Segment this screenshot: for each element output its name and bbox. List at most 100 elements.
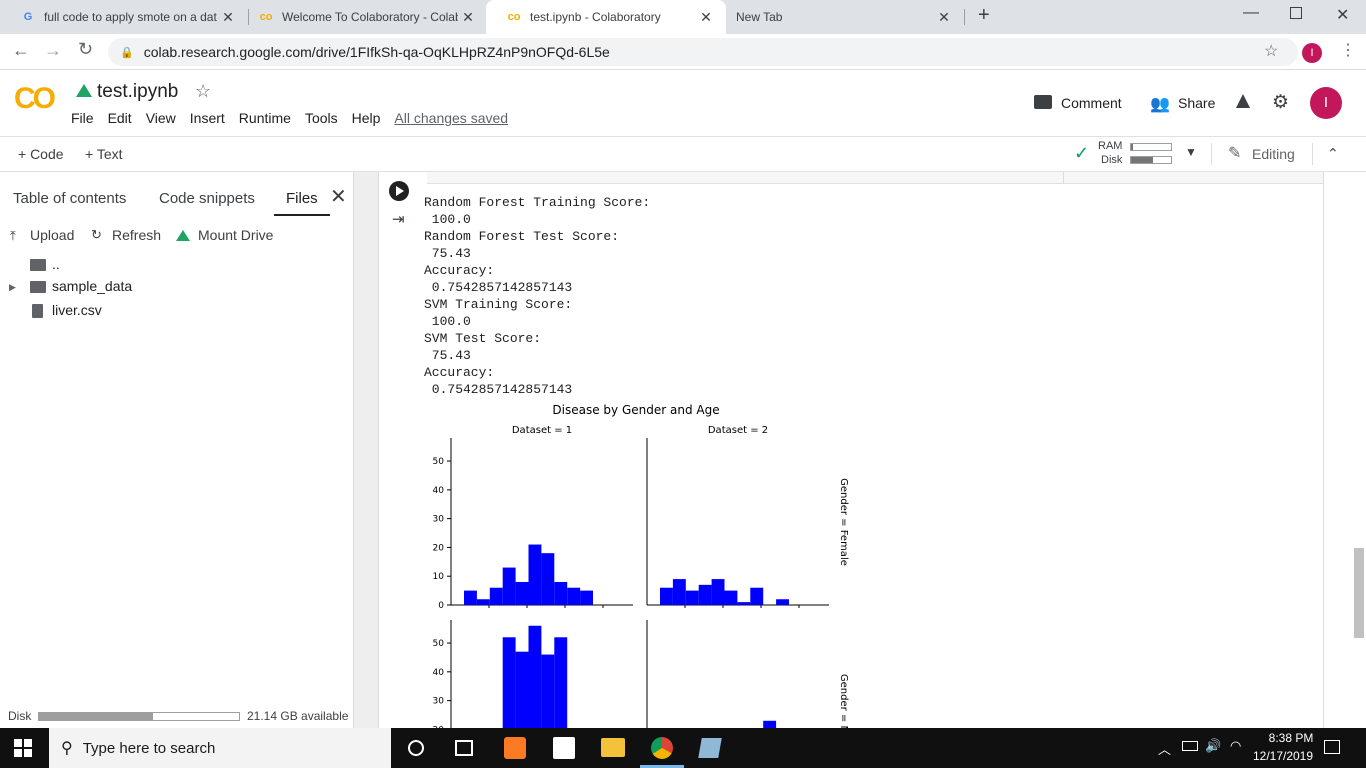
parent-folder-icon <box>30 259 46 271</box>
y-tick-label: 20 <box>433 543 445 553</box>
forward-icon[interactable]: → <box>44 40 62 60</box>
output-line: SVM Test Score: <box>424 331 542 346</box>
tab-files[interactable]: Files <box>286 190 318 207</box>
close-tab-icon[interactable]: ✕ <box>938 8 950 25</box>
flask-icon[interactable] <box>1236 94 1250 108</box>
comment-button[interactable]: Comment <box>1061 95 1122 111</box>
disk-label: Disk <box>1101 154 1123 166</box>
file-list-item[interactable]: liver.csv <box>52 302 102 318</box>
output-line: SVM Training Score: <box>424 297 573 312</box>
cortana-icon[interactable] <box>408 740 424 756</box>
taskbar-search-box[interactable]: ⚲ Type here to search <box>49 728 391 768</box>
histogram-bar <box>763 720 777 728</box>
notebook-filename[interactable]: test.ipynb <box>97 81 179 102</box>
histogram-bar <box>515 581 529 605</box>
tab-title: New Tab <box>736 10 783 24</box>
file-list-item[interactable]: .. <box>52 256 60 272</box>
notebook-area: ⇥ Random Forest Training Score: 100.0 Ran… <box>378 172 1366 728</box>
close-window-icon[interactable]: ✕ <box>1336 7 1350 24</box>
refresh-button[interactable]: Refresh <box>112 227 162 243</box>
y-tick-label: 50 <box>433 457 445 467</box>
xampp-icon[interactable] <box>504 737 526 759</box>
browser-address-bar: ← → ↻ 🔒 colab.research.google.com/drive/… <box>0 34 1366 70</box>
share-button[interactable]: Share <box>1178 95 1216 111</box>
chrome-taskbar-icon[interactable] <box>651 737 673 759</box>
reload-icon[interactable]: ↻ <box>78 39 94 59</box>
output-line: 0.7542857142857143 <box>424 280 573 295</box>
tray-expand-icon[interactable]: ︿ <box>1158 742 1172 757</box>
minimize-window-icon[interactable]: — <box>1243 4 1259 21</box>
toolbar-divider <box>1312 143 1313 165</box>
browser-tab-active[interactable]: co test.ipynb - Colaboratory ✕ <box>486 0 726 34</box>
file-icon <box>32 304 43 318</box>
task-view-icon[interactable] <box>455 740 473 756</box>
run-cell-button[interactable] <box>389 181 409 201</box>
editing-mode-button[interactable]: Editing <box>1252 146 1295 162</box>
bookmark-star-icon[interactable]: ☆ <box>1264 43 1279 60</box>
notebook-scrollbar-track <box>1352 172 1366 728</box>
menu-help[interactable]: Help <box>351 110 381 126</box>
notepad-app-icon[interactable] <box>698 738 722 758</box>
browser-tab[interactable]: co Welcome To Colaboratory - Colab ✕ <box>238 0 488 34</box>
calendar-app-icon[interactable] <box>553 737 575 759</box>
close-tab-icon[interactable]: ✕ <box>222 8 234 25</box>
volume-icon[interactable]: 🔊 <box>1205 738 1222 753</box>
notebook-scrollbar-thumb[interactable] <box>1354 548 1364 638</box>
menu-view[interactable]: View <box>145 110 176 126</box>
browser-tab[interactable]: New Tab ✕ <box>716 0 964 34</box>
menu-runtime[interactable]: Runtime <box>238 110 291 126</box>
facet-column-title: Dataset = 2 <box>708 425 768 436</box>
clock-date[interactable]: 12/17/2019 <box>1252 749 1314 763</box>
windows-start-icon[interactable] <box>14 739 32 757</box>
resources-dropdown-icon[interactable]: ▼ <box>1185 145 1197 159</box>
close-sidebar-icon[interactable]: ✕ <box>330 186 347 208</box>
disk-meter <box>1130 156 1172 164</box>
histogram-bar <box>541 553 555 605</box>
add-text-button[interactable]: + Text <box>85 146 123 162</box>
output-line: Accuracy: <box>424 263 495 278</box>
sidebar-resize-handle[interactable] <box>354 172 378 728</box>
search-placeholder: Type here to search <box>82 739 216 757</box>
mount-drive-button[interactable]: Mount Drive <box>198 227 274 243</box>
browser-menu-icon[interactable]: ⋮ <box>1340 42 1356 59</box>
menu-insert[interactable]: Insert <box>189 110 225 126</box>
file-list-item[interactable]: sample_data <box>52 278 133 294</box>
add-code-button[interactable]: + Code <box>18 146 64 162</box>
upload-button[interactable]: Upload <box>30 227 75 243</box>
restore-window-icon[interactable] <box>1290 7 1302 19</box>
clock-time[interactable]: 8:38 PM <box>1268 731 1314 745</box>
wifi-icon[interactable]: ◠ <box>1230 738 1242 753</box>
close-tab-icon[interactable]: ✕ <box>700 8 712 25</box>
histogram-bar <box>528 625 542 728</box>
gear-icon[interactable]: ⚙ <box>1272 92 1290 113</box>
url-bar[interactable]: 🔒 colab.research.google.com/drive/1FIfkS… <box>108 38 1298 66</box>
account-avatar[interactable]: I <box>1310 87 1342 119</box>
back-icon[interactable]: ← <box>12 40 30 60</box>
histogram-bar <box>672 579 686 605</box>
browser-tab[interactable]: G full code to apply smote on a dat ✕ <box>0 0 248 34</box>
menu-file[interactable]: File <box>71 110 94 126</box>
star-icon[interactable]: ☆ <box>195 81 212 101</box>
histogram-bar <box>724 590 738 605</box>
new-tab-button[interactable]: + <box>978 4 990 26</box>
menu-bar: File Edit View Insert Runtime Tools Help… <box>71 110 522 126</box>
tab-divider <box>964 9 965 25</box>
histogram-bar <box>464 590 477 605</box>
expand-arrow-icon[interactable]: ▶ <box>9 282 16 292</box>
notification-center-icon[interactable] <box>1324 740 1340 754</box>
file-explorer-icon[interactable] <box>601 738 625 757</box>
profile-avatar[interactable]: I <box>1302 43 1322 63</box>
output-menu-icon[interactable]: ⇥ <box>392 211 405 228</box>
colab-icon: co <box>259 11 273 23</box>
close-tab-icon[interactable]: ✕ <box>462 8 474 25</box>
histogram-bar <box>476 599 490 605</box>
code-cell[interactable]: ⇥ Random Forest Training Score: 100.0 Ran… <box>378 172 1324 728</box>
menu-edit[interactable]: Edit <box>107 110 132 126</box>
collapse-header-icon[interactable]: ⌄ <box>1327 145 1339 161</box>
battery-icon[interactable] <box>1182 741 1198 751</box>
tab-table-of-contents[interactable]: Table of contents <box>13 190 127 207</box>
colab-logo[interactable]: CO <box>14 82 56 115</box>
tab-code-snippets[interactable]: Code snippets <box>159 190 255 207</box>
save-status[interactable]: All changes saved <box>394 110 509 126</box>
menu-tools[interactable]: Tools <box>304 110 338 126</box>
